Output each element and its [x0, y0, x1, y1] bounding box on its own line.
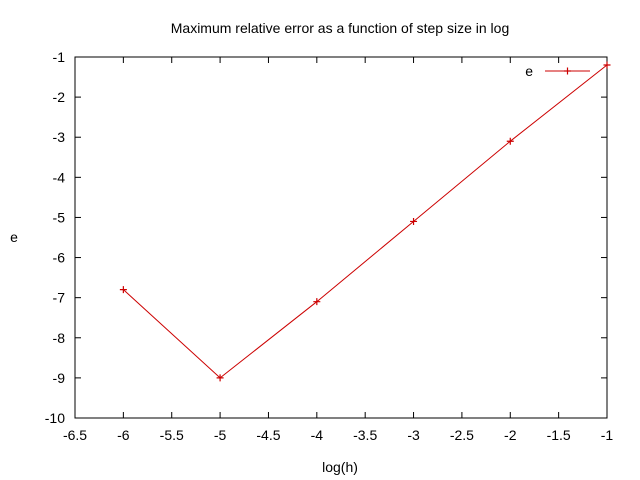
- data-point: [603, 61, 611, 69]
- x-tick-label: -1: [601, 427, 614, 443]
- axes: -6.5 -6 -5.5 -5 -4.5 -4 -3.5 -3 -2.5 -2 -1.5 -1 -10 -…: [45, 49, 614, 443]
- y-tick-label: -8: [53, 330, 66, 346]
- y-tick-label: -9: [53, 370, 66, 386]
- y-tick-label: -3: [53, 129, 66, 145]
- y-tick-label: -6: [53, 250, 66, 266]
- x-tick-label: -2: [504, 427, 517, 443]
- plot-frame: [74, 56, 608, 419]
- data-point: [506, 137, 514, 145]
- legend-marker: [564, 67, 571, 75]
- x-tick-label: -2.5: [450, 427, 474, 443]
- y-tick-label: -7: [53, 290, 66, 306]
- x-tick-label: -4.5: [256, 427, 280, 443]
- y-tick-label: -4: [53, 169, 66, 185]
- x-tick-label: -1.5: [547, 427, 571, 443]
- chart-title: Maximum relative error as a function of …: [171, 20, 509, 36]
- x-tick-label: -5.5: [160, 427, 184, 443]
- data-point: [410, 217, 418, 225]
- x-tick-label: -4: [311, 427, 324, 443]
- x-tick-label: -3: [407, 427, 420, 443]
- x-axis-label: log(h): [322, 459, 358, 475]
- data-point: [119, 286, 127, 294]
- data-point: [313, 298, 321, 306]
- y-tick-label: -10: [45, 410, 65, 426]
- y-tick-label: -5: [53, 209, 66, 225]
- y-tick-label: -2: [53, 89, 66, 105]
- x-tick-label: -3.5: [353, 427, 377, 443]
- series-line-e: [123, 64, 608, 379]
- data-point: [216, 374, 224, 382]
- y-tick-label: -1: [53, 49, 66, 65]
- y-axis-label: e: [10, 229, 18, 245]
- legend: e: [525, 63, 590, 79]
- legend-label: e: [525, 63, 533, 79]
- x-tick-label: -6.5: [63, 427, 87, 443]
- x-tick-label: -6: [117, 427, 130, 443]
- data-series: [119, 61, 611, 382]
- x-tick-label: -5: [214, 427, 227, 443]
